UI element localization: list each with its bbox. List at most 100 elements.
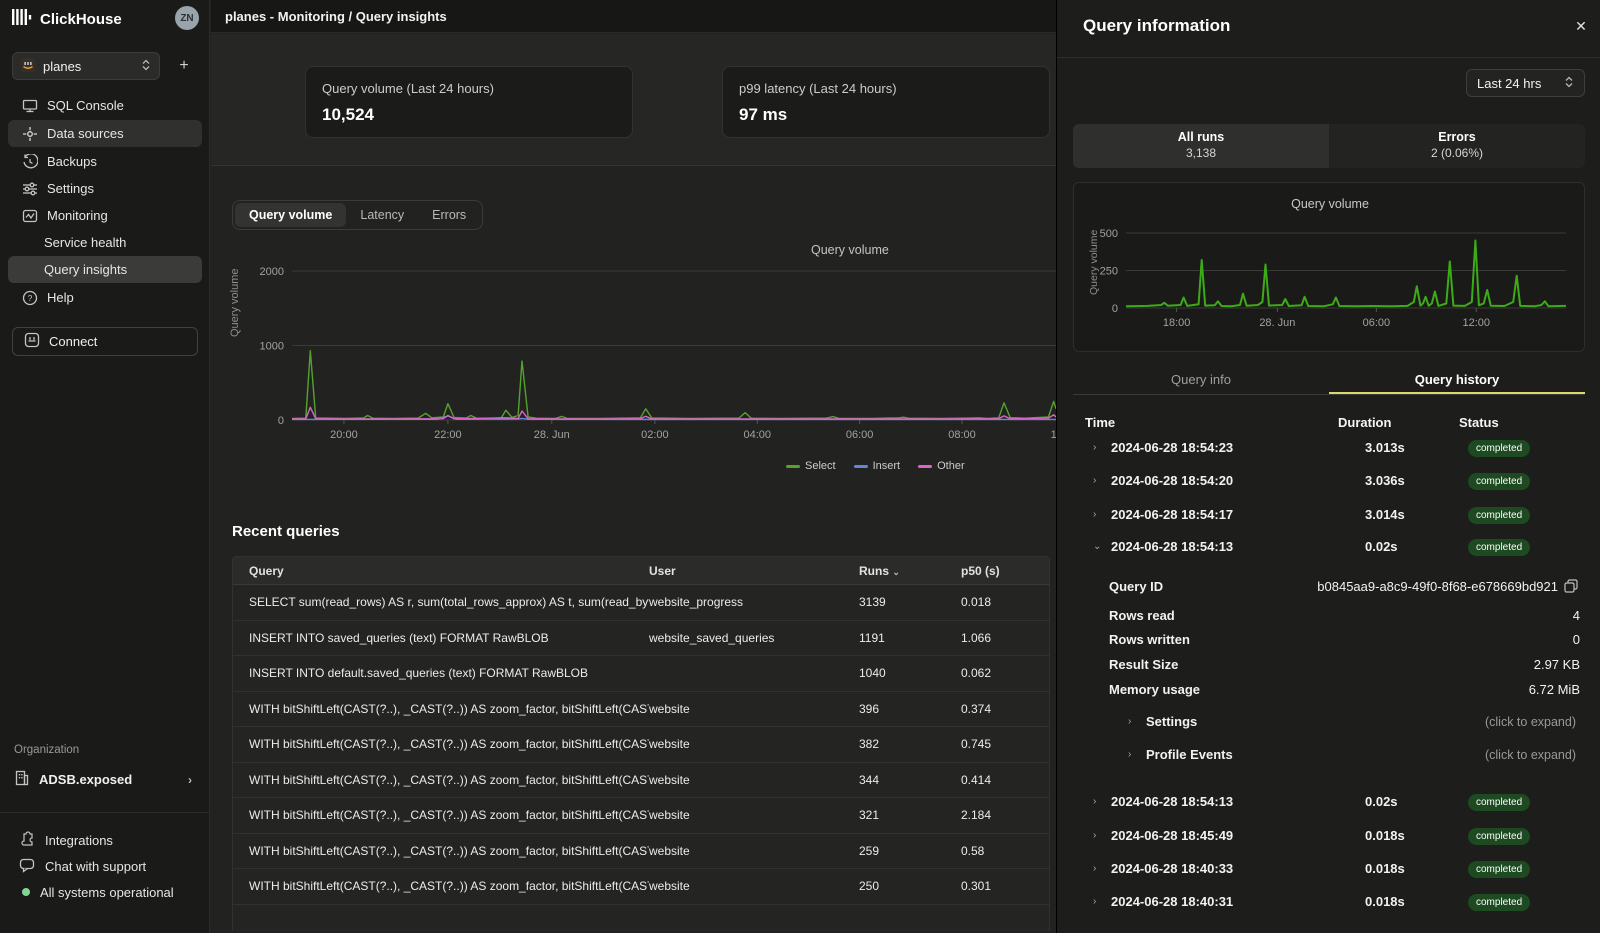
- time-range-select[interactable]: Last 24 hrs: [1466, 69, 1585, 97]
- table-row[interactable]: WITH bitShiftLeft(CAST(?..), _CAST(?..))…: [233, 798, 1049, 834]
- svg-text:28. Jun: 28. Jun: [1259, 317, 1295, 329]
- footer-item-label: Integrations: [45, 833, 113, 848]
- col-query[interactable]: Query: [233, 564, 649, 578]
- legend-item-select[interactable]: Select: [786, 460, 836, 472]
- organization-switcher[interactable]: ADSB.exposed ›: [8, 766, 202, 793]
- chevron-right-icon[interactable]: ›: [1093, 442, 1105, 453]
- chevron-right-icon[interactable]: ›: [1093, 509, 1105, 520]
- add-workspace-button[interactable]: +: [172, 54, 196, 78]
- sidebar-item-label: Monitoring: [47, 208, 108, 223]
- mini-query-volume-chart[interactable]: 025050018:0028. Jun06:0012:00: [1082, 215, 1578, 345]
- detail-field-value: 4: [1573, 608, 1580, 623]
- sidebar-item-integrations[interactable]: Integrations: [12, 828, 202, 852]
- stat-label: p99 latency (Last 24 hours): [739, 81, 1033, 96]
- stats-strip: Query volume (Last 24 hours) 10,524 p99 …: [211, 34, 1056, 166]
- col-status: Status: [1459, 415, 1499, 430]
- table-row[interactable]: WITH bitShiftLeft(CAST(?..), _CAST(?..))…: [233, 763, 1049, 799]
- chevron-right-icon[interactable]: ›: [1093, 475, 1105, 486]
- mini-chart-card: Query volume Query volume 025050018:0028…: [1073, 182, 1585, 352]
- recent-queries-heading: Recent queries: [232, 523, 340, 540]
- tab-query-volume[interactable]: Query volume: [235, 203, 346, 227]
- stat-value: 97 ms: [739, 105, 1033, 125]
- segment-all-runs[interactable]: All runs 3,138: [1073, 124, 1329, 168]
- divider: [0, 812, 210, 813]
- stat-card-p99-latency: p99 latency (Last 24 hours) 97 ms: [722, 66, 1050, 138]
- tab-latency[interactable]: Latency: [346, 203, 418, 227]
- system-status[interactable]: All systems operational: [12, 880, 202, 904]
- chevron-right-icon[interactable]: ›: [1093, 863, 1105, 874]
- chevron-right-icon: ›: [188, 773, 192, 787]
- recent-queries-table: Query User Runs ⌄ p50 (s) SELECT sum(rea…: [232, 556, 1050, 931]
- sidebar-item-label: Settings: [47, 181, 94, 196]
- chevron-right-icon[interactable]: ›: [1093, 830, 1105, 841]
- close-icon[interactable]: ✕: [1571, 16, 1591, 36]
- sidebar-item-chat-support[interactable]: Chat with support: [12, 854, 202, 878]
- tab-query-info[interactable]: Query info: [1073, 368, 1329, 394]
- chevron-updown-icon: [141, 58, 151, 75]
- col-time: Time: [1085, 415, 1115, 430]
- user-avatar[interactable]: ZN: [175, 6, 199, 30]
- svg-text:18:00: 18:00: [1163, 317, 1191, 329]
- col-p50[interactable]: p50 (s): [961, 564, 1041, 578]
- legend-item-other[interactable]: Other: [918, 460, 965, 472]
- aws-icon: [21, 58, 35, 75]
- sidebar-item-help[interactable]: ? Help: [8, 284, 202, 311]
- help-icon: ?: [22, 290, 38, 306]
- chevron-right-icon[interactable]: ›: [1093, 896, 1105, 907]
- data-sources-icon: [22, 126, 38, 142]
- sidebar-item-service-health[interactable]: Service health: [8, 229, 202, 256]
- status-badge: completed: [1468, 894, 1530, 911]
- status-badge: completed: [1468, 539, 1530, 556]
- col-runs[interactable]: Runs ⌄: [859, 564, 961, 578]
- legend-item-insert[interactable]: Insert: [854, 460, 901, 472]
- tab-errors[interactable]: Errors: [418, 203, 480, 227]
- query-information-panel: Query information ✕ Last 24 hrs All runs…: [1056, 0, 1600, 933]
- workspace-name: planes: [43, 59, 81, 74]
- table-row[interactable]: WITH bitShiftLeft(CAST(?..), _CAST(?..))…: [233, 834, 1049, 870]
- workspace-selector[interactable]: planes: [12, 52, 160, 80]
- sidebar-item-monitoring[interactable]: Monitoring: [8, 202, 202, 229]
- table-row[interactable]: INSERT INTO saved_queries (text) FORMAT …: [233, 621, 1049, 657]
- copy-icon[interactable]: [1564, 579, 1578, 598]
- breadcrumb: planes - Monitoring / Query insights: [225, 9, 447, 24]
- sidebar-item-settings[interactable]: Settings: [8, 175, 202, 202]
- chevron-right-icon[interactable]: ›: [1093, 796, 1105, 807]
- panel-tabs: Query info Query history: [1073, 368, 1585, 395]
- tab-query-history[interactable]: Query history: [1329, 368, 1585, 394]
- table-row[interactable]: WITH bitShiftLeft(CAST(?..), _CAST(?..))…: [233, 869, 1049, 905]
- col-duration: Duration: [1338, 415, 1391, 430]
- puzzle-icon: [19, 831, 35, 850]
- sidebar-item-sql-console[interactable]: SQL Console: [8, 92, 202, 119]
- breadcrumb-bar: planes - Monitoring / Query insights: [211, 0, 1056, 33]
- svg-text:22:00: 22:00: [434, 429, 462, 441]
- svg-text:28. Jun: 28. Jun: [534, 429, 570, 441]
- sidebar-item-backups[interactable]: Backups: [8, 148, 202, 175]
- chevron-right-icon: ›: [1128, 749, 1140, 760]
- stat-card-query-volume: Query volume (Last 24 hours) 10,524: [305, 66, 633, 138]
- svg-text:04:00: 04:00: [744, 429, 772, 441]
- segment-errors[interactable]: Errors 2 (0.06%): [1329, 124, 1585, 168]
- query-id-value: b0845aa9-a8c9-49f0-8f68-e678669bd921: [1317, 579, 1558, 594]
- detail-field-label: Result Size: [1109, 657, 1178, 672]
- sidebar-item-query-insights[interactable]: Query insights: [8, 256, 202, 283]
- svg-text:250: 250: [1100, 266, 1118, 278]
- table-row[interactable]: SELECT sum(read_rows) AS r, sum(total_ro…: [233, 585, 1049, 621]
- connect-icon: [24, 332, 40, 351]
- query-volume-chart[interactable]: 01000200020:0022:0028. Jun02:0004:0006:0…: [240, 261, 1056, 456]
- table-header: Query User Runs ⌄ p50 (s): [233, 557, 1049, 585]
- connect-button[interactable]: Connect: [12, 327, 198, 356]
- status-text: All systems operational: [40, 885, 174, 900]
- col-user[interactable]: User: [649, 564, 859, 578]
- sidebar-item-data-sources[interactable]: Data sources: [8, 120, 202, 147]
- table-row-partial: [233, 905, 1049, 931]
- chevron-right-icon: ›: [1128, 716, 1140, 727]
- svg-text:0: 0: [1112, 303, 1118, 315]
- table-row[interactable]: WITH bitShiftLeft(CAST(?..), _CAST(?..))…: [233, 692, 1049, 728]
- table-row[interactable]: INSERT INTO default.saved_queries (text)…: [233, 656, 1049, 692]
- table-row[interactable]: WITH bitShiftLeft(CAST(?..), _CAST(?..))…: [233, 727, 1049, 763]
- status-badge: completed: [1468, 828, 1530, 845]
- sidebar-item-label: Backups: [47, 154, 97, 169]
- chevron-down-icon[interactable]: ⌄: [1093, 541, 1105, 552]
- svg-text:06:00: 06:00: [1363, 317, 1391, 329]
- svg-text:08:00: 08:00: [948, 429, 976, 441]
